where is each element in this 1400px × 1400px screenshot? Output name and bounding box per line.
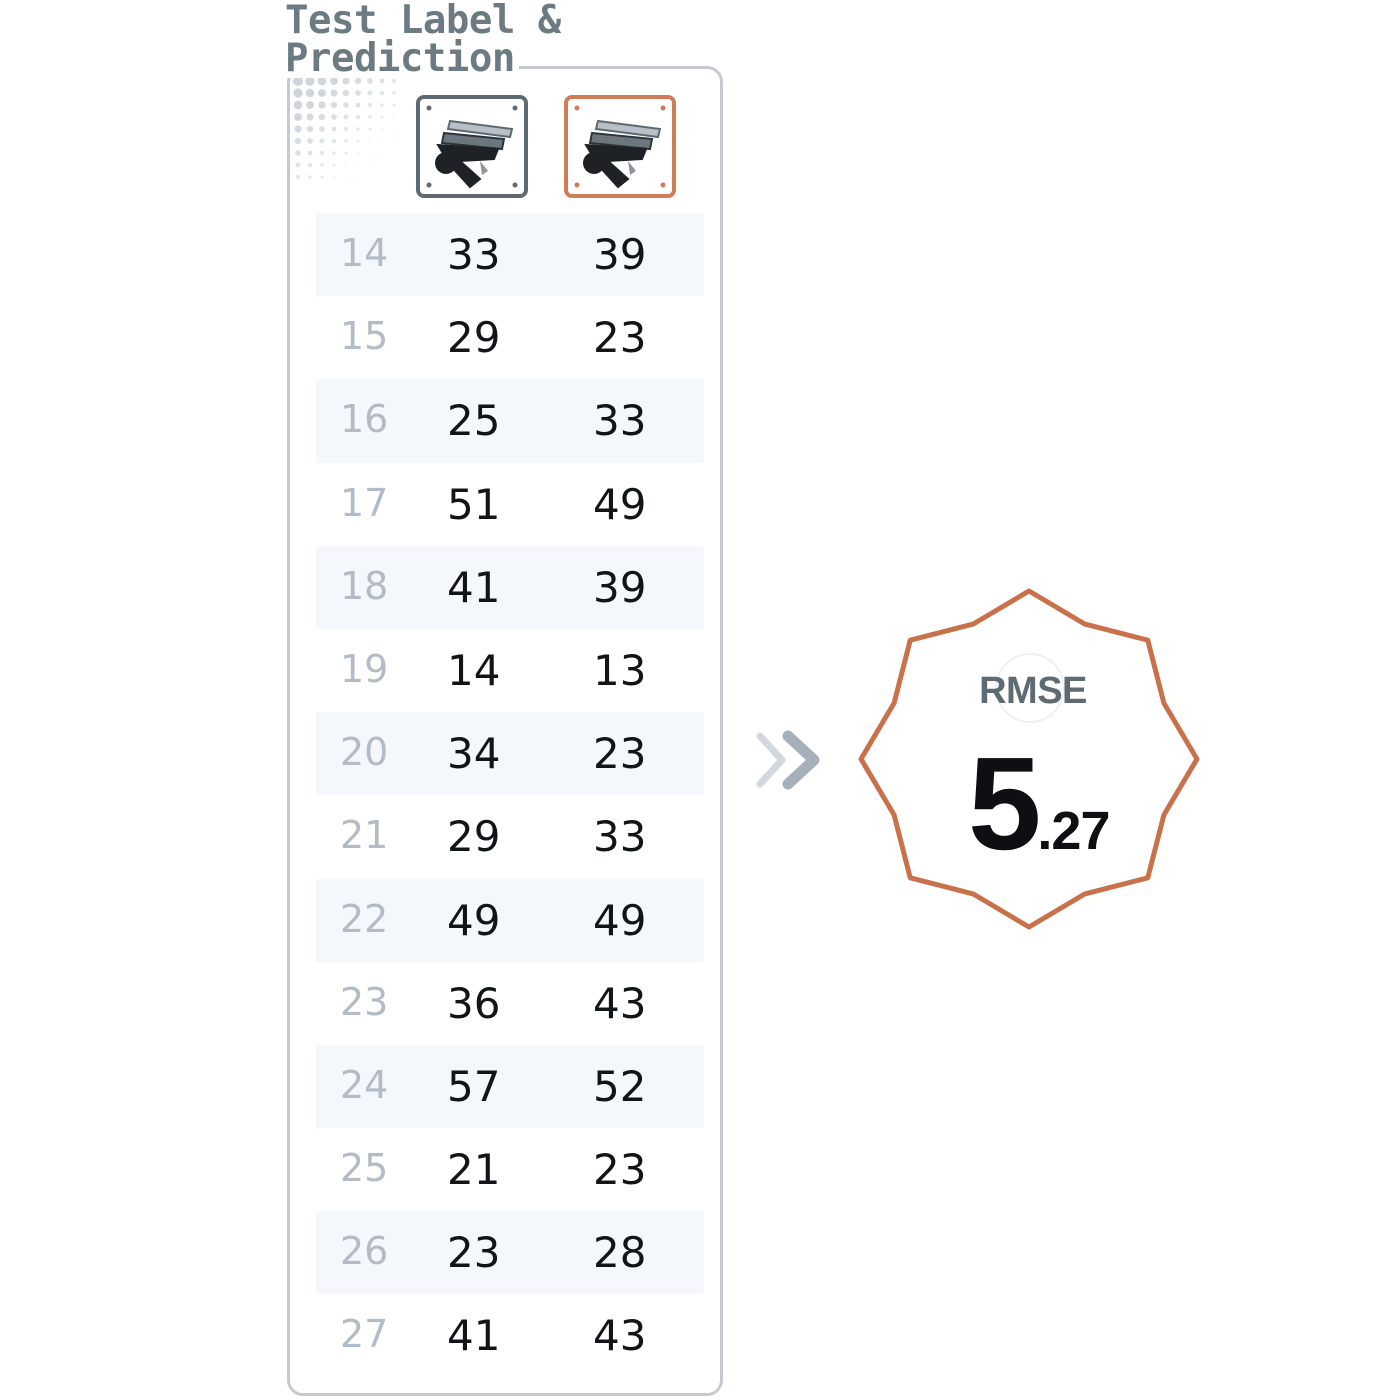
row-index: 20 bbox=[340, 730, 389, 775]
table-row: 17 51 49 bbox=[316, 463, 704, 546]
row-prediction-value: 49 bbox=[593, 479, 647, 529]
row-prediction-value: 49 bbox=[593, 895, 647, 945]
row-label-value: 51 bbox=[447, 479, 501, 529]
row-index: 14 bbox=[340, 231, 389, 275]
rmse-badge bbox=[858, 588, 1200, 930]
row-index: 17 bbox=[340, 480, 389, 525]
table-row: 24 57 52 bbox=[316, 1044, 704, 1129]
row-label-value: 36 bbox=[447, 978, 501, 1028]
row-index: 15 bbox=[340, 314, 389, 359]
metric-value: 5.27 bbox=[968, 728, 1111, 879]
row-index: 26 bbox=[340, 1229, 389, 1274]
table-row: 19 14 13 bbox=[316, 629, 704, 712]
table-row: 14 33 39 bbox=[316, 213, 704, 297]
row-prediction-value: 39 bbox=[593, 230, 647, 279]
table-row: 21 29 33 bbox=[316, 795, 704, 878]
row-label-value: 23 bbox=[447, 1228, 501, 1278]
row-index: 27 bbox=[340, 1312, 389, 1357]
row-index: 21 bbox=[340, 813, 389, 858]
table-row: 22 49 49 bbox=[316, 878, 704, 962]
row-prediction-value: 23 bbox=[593, 313, 647, 363]
row-label-value: 33 bbox=[447, 230, 501, 279]
table-row: 26 23 28 bbox=[316, 1211, 704, 1295]
row-index: 24 bbox=[340, 1062, 389, 1107]
row-prediction-value: 43 bbox=[593, 1311, 647, 1361]
table-row: 20 34 23 bbox=[316, 712, 704, 796]
row-label-value: 25 bbox=[447, 396, 501, 446]
row-label-value: 41 bbox=[447, 1311, 501, 1361]
row-index: 23 bbox=[340, 979, 389, 1024]
title-line-2: Prediction bbox=[285, 39, 519, 78]
row-label-value: 57 bbox=[447, 1061, 501, 1111]
table-row: 18 41 39 bbox=[316, 545, 704, 629]
row-prediction-value: 33 bbox=[593, 812, 647, 862]
row-prediction-value: 28 bbox=[593, 1228, 647, 1278]
row-index: 16 bbox=[340, 397, 389, 442]
row-prediction-value: 33 bbox=[593, 396, 647, 446]
prediction-column-header bbox=[564, 95, 676, 198]
row-prediction-value: 52 bbox=[593, 1061, 647, 1111]
table-row: 15 29 23 bbox=[316, 296, 704, 379]
row-prediction-value: 43 bbox=[593, 978, 647, 1028]
table-row: 27 41 43 bbox=[316, 1294, 704, 1377]
row-prediction-value: 13 bbox=[593, 645, 647, 695]
table-row: 25 21 23 bbox=[316, 1128, 704, 1211]
halftone-decoration bbox=[293, 76, 397, 180]
title-line-1: Test Label & bbox=[285, 1, 565, 40]
hammer-tools-icon bbox=[426, 105, 518, 189]
row-index: 22 bbox=[340, 896, 389, 941]
row-prediction-value: 23 bbox=[593, 1145, 647, 1195]
row-prediction-value: 23 bbox=[593, 729, 647, 779]
row-prediction-value: 39 bbox=[593, 562, 647, 612]
diagram-title: Test Label & Prediction bbox=[285, 1, 565, 78]
table-row: 23 36 43 bbox=[316, 962, 704, 1045]
row-label-value: 29 bbox=[447, 812, 501, 862]
metric-value-integer: 5 bbox=[968, 730, 1041, 877]
label-column-header bbox=[416, 95, 528, 198]
metric-value-fraction: .27 bbox=[1037, 801, 1110, 861]
row-label-value: 34 bbox=[447, 729, 501, 779]
hammer-tools-icon bbox=[574, 105, 666, 189]
row-label-value: 29 bbox=[447, 313, 501, 363]
row-label-value: 49 bbox=[447, 895, 501, 945]
row-index: 18 bbox=[340, 563, 389, 608]
double-chevron-right-icon bbox=[756, 730, 820, 790]
table-row: 16 25 33 bbox=[316, 379, 704, 463]
data-table: 14 33 39 15 29 23 16 25 33 17 51 49 18 41 39 19 14 13 20 34… bbox=[316, 213, 704, 1378]
row-label-value: 41 bbox=[447, 562, 501, 612]
row-index: 25 bbox=[340, 1146, 389, 1191]
row-label-value: 21 bbox=[447, 1145, 501, 1195]
row-label-value: 14 bbox=[447, 645, 501, 695]
metric-name: RMSE bbox=[979, 670, 1087, 712]
row-index: 19 bbox=[340, 646, 389, 691]
